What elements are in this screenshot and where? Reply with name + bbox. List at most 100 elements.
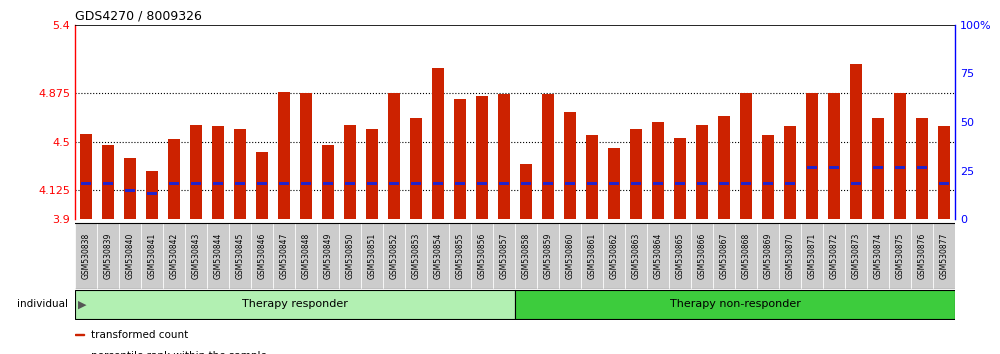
Bar — [493, 223, 515, 289]
Text: GSM530876: GSM530876 — [918, 233, 926, 279]
Bar — [80, 134, 92, 219]
Bar — [81, 182, 91, 185]
Bar — [75, 334, 84, 335]
Bar — [537, 223, 559, 289]
Bar — [565, 182, 575, 185]
Text: GSM530875: GSM530875 — [896, 233, 904, 279]
Bar — [449, 223, 471, 289]
Bar — [361, 223, 383, 289]
Bar — [383, 223, 405, 289]
Bar — [322, 145, 334, 219]
Bar — [279, 182, 289, 185]
Text: GSM530847: GSM530847 — [280, 233, 288, 279]
Bar — [103, 182, 113, 185]
Bar — [829, 166, 839, 169]
Text: GSM530877: GSM530877 — [940, 233, 948, 279]
Bar — [345, 182, 355, 185]
Text: GSM530844: GSM530844 — [214, 233, 222, 279]
Text: GDS4270 / 8009326: GDS4270 / 8009326 — [75, 9, 202, 22]
Text: GSM530865: GSM530865 — [676, 233, 684, 279]
Bar — [185, 223, 207, 289]
Bar — [367, 182, 377, 185]
Bar — [256, 152, 268, 219]
Bar — [477, 182, 487, 185]
Bar — [697, 182, 707, 185]
Bar — [763, 182, 773, 185]
Bar — [163, 223, 185, 289]
Bar — [499, 182, 509, 185]
Text: GSM530856: GSM530856 — [478, 233, 486, 279]
Bar — [273, 223, 295, 289]
Bar — [432, 68, 444, 219]
Text: GSM530843: GSM530843 — [192, 233, 200, 279]
Text: GSM530868: GSM530868 — [742, 233, 750, 279]
Bar — [917, 166, 927, 169]
Text: GSM530848: GSM530848 — [302, 233, 310, 279]
Bar — [911, 223, 933, 289]
Bar — [191, 182, 201, 185]
Text: GSM530841: GSM530841 — [148, 233, 156, 279]
Bar — [630, 129, 642, 219]
Text: GSM530869: GSM530869 — [764, 233, 772, 279]
Text: GSM530867: GSM530867 — [720, 233, 728, 279]
Bar — [741, 182, 751, 185]
Bar — [718, 116, 730, 219]
Text: GSM530873: GSM530873 — [852, 233, 860, 279]
Bar — [169, 182, 179, 185]
Bar — [168, 139, 180, 219]
Bar — [251, 223, 273, 289]
Bar — [735, 223, 757, 289]
Bar — [97, 223, 119, 289]
Bar — [895, 166, 905, 169]
Bar — [125, 189, 135, 192]
Bar — [740, 93, 752, 219]
Bar — [669, 223, 691, 289]
Text: GSM530852: GSM530852 — [390, 233, 398, 279]
Bar — [845, 223, 867, 289]
Bar — [124, 159, 136, 219]
Text: GSM530862: GSM530862 — [610, 233, 618, 279]
Bar — [719, 182, 729, 185]
Bar — [691, 223, 713, 289]
Text: GSM530850: GSM530850 — [346, 233, 354, 279]
Bar — [828, 93, 840, 219]
Bar — [873, 166, 883, 169]
Text: GSM530864: GSM530864 — [654, 233, 662, 279]
Bar — [762, 135, 774, 219]
Bar — [713, 223, 735, 289]
Bar — [674, 138, 686, 219]
Bar — [647, 223, 669, 289]
Bar — [938, 126, 950, 219]
Text: GSM530871: GSM530871 — [808, 233, 816, 279]
Bar — [625, 223, 647, 289]
Text: GSM530859: GSM530859 — [544, 233, 552, 279]
Bar — [454, 99, 466, 219]
Bar — [498, 93, 510, 219]
Text: percentile rank within the sample: percentile rank within the sample — [91, 351, 267, 354]
Text: GSM530840: GSM530840 — [126, 233, 134, 279]
Bar — [916, 118, 928, 219]
Bar — [410, 118, 422, 219]
Bar — [235, 182, 245, 185]
Bar — [939, 182, 949, 185]
Bar — [933, 223, 955, 289]
Text: GSM530845: GSM530845 — [236, 233, 244, 279]
Bar — [521, 182, 531, 185]
Bar — [295, 223, 317, 289]
Text: GSM530839: GSM530839 — [104, 233, 112, 279]
Bar — [559, 223, 581, 289]
Bar — [234, 129, 246, 219]
Bar — [278, 92, 290, 219]
Text: GSM530863: GSM530863 — [632, 233, 640, 279]
Bar — [889, 223, 911, 289]
Bar — [652, 122, 664, 219]
Bar — [471, 223, 493, 289]
Bar — [388, 93, 400, 219]
Text: GSM530860: GSM530860 — [566, 233, 574, 279]
Text: GSM530866: GSM530866 — [698, 233, 706, 279]
Text: GSM530838: GSM530838 — [82, 233, 90, 279]
Bar — [476, 96, 488, 219]
Bar — [696, 125, 708, 219]
Text: GSM530855: GSM530855 — [456, 233, 464, 279]
Bar — [344, 125, 356, 219]
